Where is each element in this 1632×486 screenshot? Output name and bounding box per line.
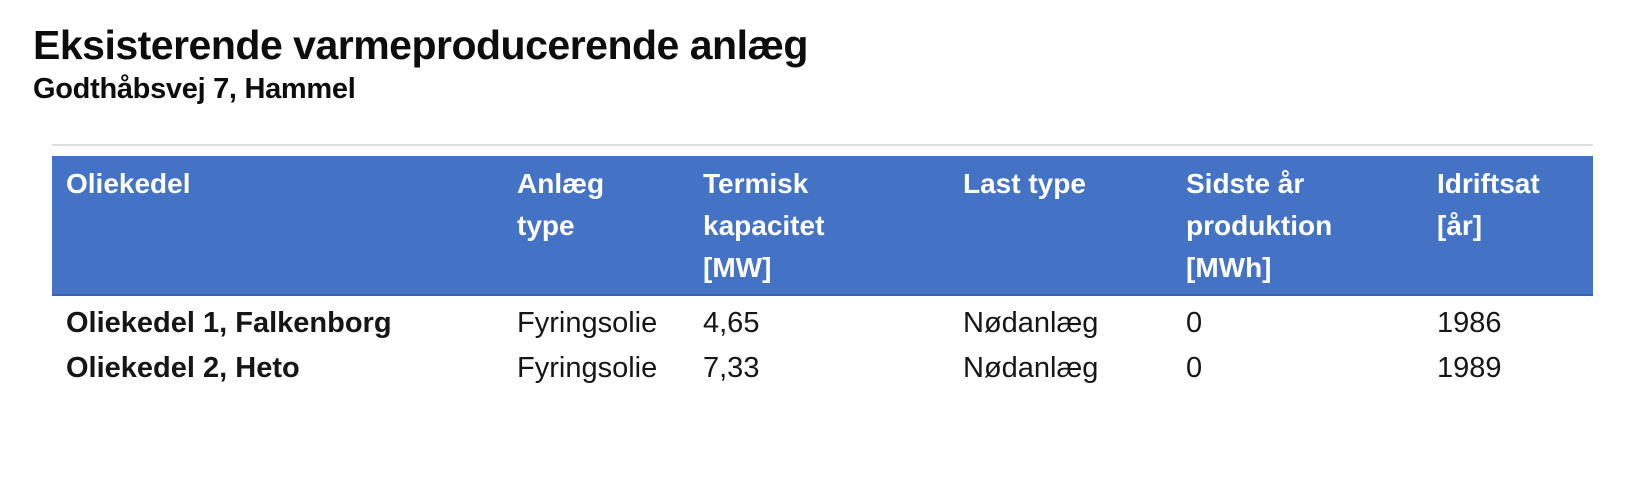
cell-sidste-aar-produktion: 0 — [1186, 307, 1203, 339]
column-header-last-type: Last type — [949, 156, 1172, 296]
page-subtitle: Godthåbsvej 7, Hammel — [33, 73, 356, 105]
column-header-sidste-aar-produktion: Sidste år produktion [MWh] — [1172, 156, 1423, 296]
cell-termisk-kapacitet: 7,33 — [703, 352, 760, 384]
cell-anlaeg-type: Fyringsolie — [517, 307, 658, 339]
column-header-termisk-kapacitet: Termisk kapacitet [MW] — [689, 156, 949, 296]
cell-last-type: Nødanlæg — [963, 352, 1099, 384]
cell-plant-name: Oliekedel 2, Heto — [66, 352, 300, 384]
existing-plants-table: Oliekedel Anlæg type Termisk kapacitet [… — [52, 156, 1593, 391]
table-top-border — [52, 144, 1593, 146]
table-row: Oliekedel 2, Heto Fyringsolie 7,33 Nødan… — [52, 346, 1593, 391]
column-header-idriftsat: Idriftsat [år] — [1423, 156, 1593, 296]
cell-plant-name: Oliekedel 1, Falkenborg — [66, 307, 392, 339]
cell-sidste-aar-produktion: 0 — [1186, 352, 1203, 384]
cell-idriftsat: 1986 — [1437, 307, 1502, 339]
column-header-oliekedel: Oliekedel — [52, 156, 503, 296]
column-header-anlaeg-type: Anlæg type — [503, 156, 689, 296]
table-row: Oliekedel 1, Falkenborg Fyringsolie 4,65… — [52, 295, 1593, 346]
cell-last-type: Nødanlæg — [963, 307, 1099, 339]
page-title: Eksisterende varmeproducerende anlæg — [33, 22, 808, 68]
cell-termisk-kapacitet: 4,65 — [703, 307, 760, 339]
table-header-row: Oliekedel Anlæg type Termisk kapacitet [… — [52, 156, 1593, 296]
cell-idriftsat: 1989 — [1437, 352, 1502, 384]
cell-anlaeg-type: Fyringsolie — [517, 352, 658, 384]
